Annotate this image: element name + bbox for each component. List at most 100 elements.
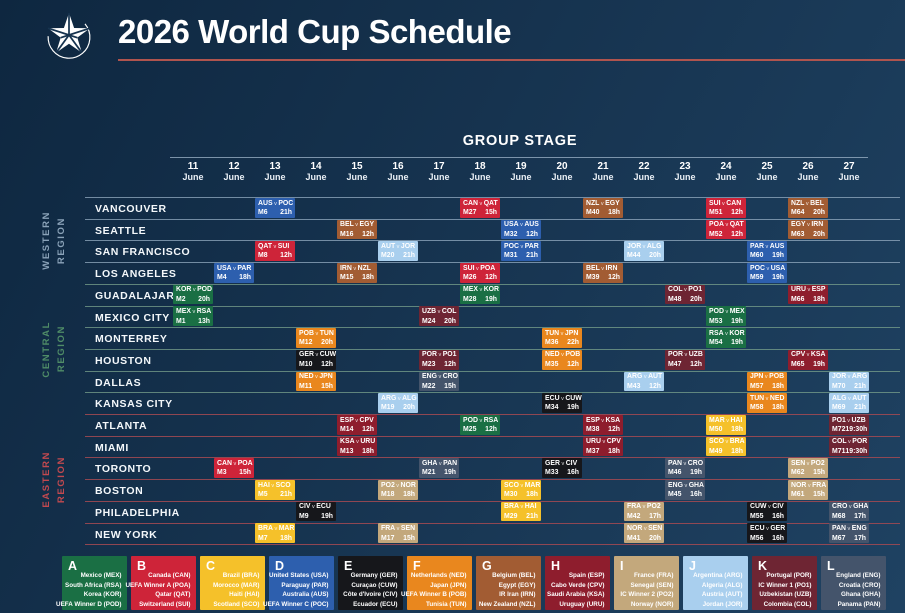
match-number-time: M59 19h xyxy=(750,274,784,282)
match-number-time: M58 18h xyxy=(750,404,784,412)
date-month-label: June xyxy=(510,172,532,182)
date-column: 24 June xyxy=(706,161,746,183)
match-teams: USA v PAR xyxy=(217,264,252,272)
match-cell: ENG v GHA M45 16h xyxy=(665,480,705,500)
date-day-label: 23 xyxy=(679,161,691,172)
region-word: REGION xyxy=(56,216,67,264)
legend-group-H: H Spain (ESP) Cabo Verde (CPV) Saudi Arabia… xyxy=(545,556,610,610)
date-column: 22 June xyxy=(624,161,664,183)
match-teams: CAN v QAT xyxy=(463,199,498,207)
legend-group-teams: England (ENG) Croatia (CRO) Ghana (GHA) Pan… xyxy=(836,572,881,608)
match-teams: ESP v CPV xyxy=(340,416,374,424)
match-teams: AUS v POC xyxy=(258,199,294,207)
date-column: 19 June xyxy=(501,161,541,183)
city-label: MONTERREY xyxy=(95,333,168,346)
match-number-time: M12 20h xyxy=(299,339,333,347)
match-number-time: M56 16h xyxy=(750,534,784,542)
match-number-time: M11 15h xyxy=(299,382,333,390)
match-number-time: M70 21h xyxy=(832,382,866,390)
match-teams: JPN v POB xyxy=(750,373,785,381)
match-teams: FRA v SEN xyxy=(381,525,416,533)
legend-group-letter: J xyxy=(689,559,696,573)
match-number-time: M31 21h xyxy=(504,252,538,260)
match-teams: SCO v MAR xyxy=(504,481,541,489)
match-number-time: M13 18h xyxy=(340,447,374,455)
legend-group-teams: Spain (ESP) Cabo Verde (CPV) Saudi Arabia … xyxy=(547,572,605,608)
date-day-label: 26 xyxy=(802,161,814,172)
match-teams: SUI v POA xyxy=(463,264,496,272)
match-cell: CAN v QAT M27 15h xyxy=(460,197,500,218)
match-cell: CPV v KSA M65 19h xyxy=(788,349,828,370)
match-number-time: M65 19h xyxy=(791,360,825,368)
match-number-time: M14 12h xyxy=(340,426,374,434)
match-number-time: M44 20h xyxy=(627,252,661,260)
match-teams: KSA v URU xyxy=(340,438,376,446)
date-day-label: 22 xyxy=(638,161,650,172)
legend-group-E: E Germany (GER) Curaçao (CUW) Côte d'Ivoire… xyxy=(338,556,403,610)
match-cell: NED v POB M35 12h xyxy=(542,349,582,370)
match-cell: POD v RSA M25 12h xyxy=(460,414,500,435)
match-cell: POR v UZB M47 12h xyxy=(665,349,705,370)
match-cell: BEL v EGY M16 12h xyxy=(337,219,377,240)
legend-group-I: I France (FRA) Senegal (SEN) IC Winner 2 (P… xyxy=(614,556,679,610)
city-label: KANSAS CITY xyxy=(95,398,173,411)
match-cell: POD v MEX M53 19h xyxy=(706,306,746,327)
city-label: GUADALAJARA xyxy=(95,289,183,302)
date-column: 13 June xyxy=(255,161,295,183)
match-teams: KOR v POD xyxy=(176,286,212,294)
row-separator xyxy=(85,218,900,220)
match-teams: PAN v CRO xyxy=(668,459,704,467)
legend-group-J: J Argentina (ARG) Algeria (ALG) Austria (AU… xyxy=(683,556,748,610)
legend-group-teams: Netherlands (NED) Japan (JPN) UEFA Winner … xyxy=(401,572,467,608)
match-cell: JOR v ALG M44 20h xyxy=(624,241,664,262)
match-teams: ENG v GHA xyxy=(668,481,704,489)
legend-group-D: D United States (USA) Paraguay (PAR) Austra… xyxy=(263,556,334,610)
match-teams: GER v CIV xyxy=(545,459,578,467)
match-teams: BRA v HAI xyxy=(504,503,537,511)
date-day-label: 13 xyxy=(269,161,281,172)
match-number-time: M25 12h xyxy=(463,426,497,434)
match-teams: COL v POR xyxy=(832,438,868,446)
legend-group-letter: K xyxy=(758,559,768,573)
match-number-time: M8 12h xyxy=(258,252,292,260)
match-teams: GER v CUW xyxy=(299,351,337,359)
date-column: 20 June xyxy=(542,161,582,183)
match-cell: URU v ESP M66 18h xyxy=(788,284,828,305)
match-teams: SEN v PO2 xyxy=(791,459,825,467)
match-teams: POD v RSA xyxy=(463,416,499,424)
legend-group-teams: Belgium (BEL) Egypt (EGY) IR Iran (IRN) New… xyxy=(478,572,536,608)
legend-group-letter: A xyxy=(68,559,78,573)
legend-group-B: B Canada (CAN) UEFA Winner A (POA) Qatar (Q… xyxy=(125,556,196,610)
match-teams: URU v CPV xyxy=(586,438,621,446)
match-number-time: M6 21h xyxy=(258,209,292,217)
legend-group-letter: D xyxy=(275,559,285,573)
match-teams: POR v UZB xyxy=(668,351,703,359)
match-teams: FRA v PO2 xyxy=(627,503,661,511)
city-label: PHILADELPHIA xyxy=(95,506,180,519)
date-column: 12 June xyxy=(214,161,254,183)
row-separator xyxy=(85,414,900,415)
match-teams: BEL v EGY xyxy=(340,221,375,229)
legend-group-letter: G xyxy=(482,559,492,573)
match-cell: SCO v BRA M49 18h xyxy=(706,436,746,457)
match-cell: GER v CIV M33 16h xyxy=(542,458,582,479)
legend-group-F: F Netherlands (NED) Japan (JPN) UEFA Winner… xyxy=(401,556,472,610)
match-cell: UZB v COL M24 20h xyxy=(419,306,459,327)
match-teams: CRO v GHA xyxy=(832,503,869,511)
match-teams: AUT v JOR xyxy=(381,242,416,250)
match-teams: ECU v GER xyxy=(750,525,786,533)
match-number-time: M66 18h xyxy=(791,295,825,303)
region-label-eastern: EASTERN REGION xyxy=(36,414,72,544)
legend-group-C: C Brazil (BRA) Morocco (MAR) Haiti (HAI) Sco… xyxy=(200,556,265,610)
row-separator xyxy=(85,240,900,242)
match-teams: PO2 v NOR xyxy=(381,481,416,489)
match-number-time: M35 12h xyxy=(545,360,579,368)
match-cell: ARG v AUT M43 12h xyxy=(624,371,664,392)
section-title: GROUP STAGE xyxy=(462,133,578,149)
match-cell: PAN v ENG M67 17h xyxy=(829,523,869,544)
date-month-label: June xyxy=(797,172,819,182)
legend-group-letter: C xyxy=(206,559,216,573)
match-teams: SUI v CAN xyxy=(709,199,742,207)
match-cell: PAN v CRO M46 19h xyxy=(665,458,705,479)
